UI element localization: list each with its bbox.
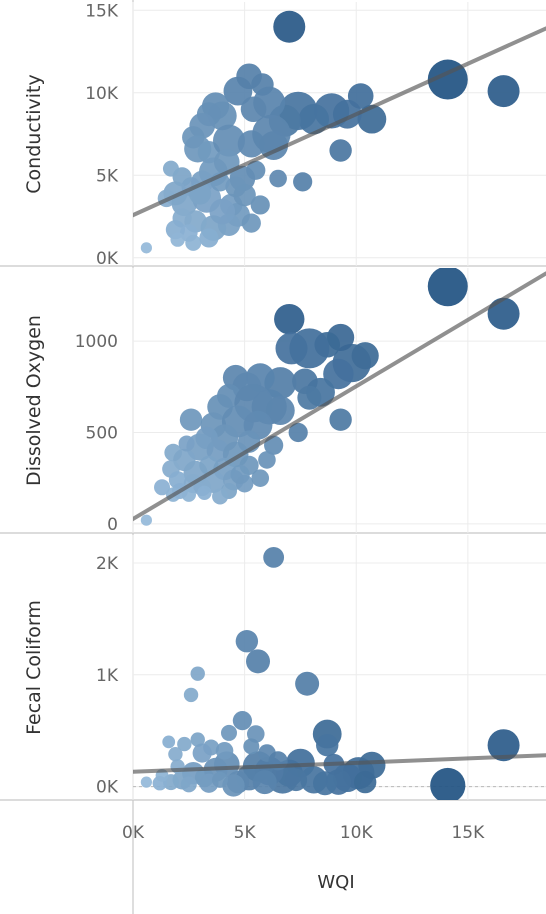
data-point bbox=[212, 124, 245, 157]
data-point bbox=[185, 234, 202, 251]
data-point bbox=[288, 422, 308, 443]
x-tick-label: 15K bbox=[451, 823, 485, 843]
points-layer bbox=[140, 10, 520, 800]
data-point bbox=[209, 198, 236, 225]
labels-layer: 0K 5K 10K 15K Conductivity 0 500 1000 Dissolved … bbox=[23, 1, 485, 843]
data-point bbox=[215, 742, 234, 760]
data-point bbox=[329, 408, 352, 431]
data-point bbox=[487, 297, 520, 330]
y-tick-label: 10K bbox=[85, 84, 119, 104]
trend-line bbox=[133, 271, 546, 522]
data-point bbox=[300, 766, 328, 794]
data-point bbox=[197, 485, 212, 500]
data-point bbox=[297, 385, 322, 410]
data-point bbox=[275, 332, 308, 365]
data-point bbox=[220, 724, 237, 741]
y-tick-label: 0K bbox=[96, 249, 119, 269]
trend-line bbox=[133, 753, 546, 774]
data-point bbox=[353, 770, 377, 794]
data-point bbox=[162, 160, 179, 177]
data-point bbox=[269, 169, 287, 188]
y-tick-label: 5K bbox=[96, 166, 119, 186]
data-point bbox=[230, 464, 250, 485]
data-point bbox=[427, 268, 468, 307]
data-point bbox=[212, 488, 229, 505]
data-point bbox=[162, 735, 176, 749]
data-point bbox=[284, 768, 308, 792]
data-point bbox=[177, 736, 192, 752]
data-point bbox=[192, 743, 212, 763]
panel-points bbox=[140, 10, 520, 254]
panel-points bbox=[140, 268, 520, 526]
y-axis-label: Fecal Coliform bbox=[23, 600, 45, 735]
x-axis-label: WQI bbox=[317, 872, 354, 893]
data-point bbox=[273, 10, 306, 43]
data-point bbox=[293, 172, 313, 192]
data-point bbox=[181, 487, 197, 502]
x-tick-label: 5K bbox=[234, 823, 257, 843]
data-point bbox=[199, 228, 219, 248]
y-tick-label: 15K bbox=[85, 1, 119, 21]
data-point bbox=[263, 546, 285, 568]
y-tick-label: 0 bbox=[107, 515, 118, 535]
y-tick-label: 2K bbox=[96, 554, 119, 574]
data-point bbox=[316, 734, 339, 757]
x-tick-label: 0K bbox=[122, 823, 145, 843]
data-point bbox=[329, 139, 352, 162]
y-axis-label: Dissolved Oxygen bbox=[23, 315, 45, 486]
data-point bbox=[252, 114, 291, 154]
data-point bbox=[252, 770, 277, 795]
data-point bbox=[179, 408, 203, 431]
y-tick-label: 0K bbox=[96, 778, 119, 798]
trend-line bbox=[133, 26, 546, 218]
data-point bbox=[168, 746, 183, 762]
y-tick-label: 500 bbox=[86, 423, 118, 443]
data-point bbox=[298, 103, 330, 135]
data-point bbox=[154, 479, 171, 496]
y-tick-label: 1K bbox=[96, 666, 119, 686]
panel-trend bbox=[133, 271, 546, 522]
data-point bbox=[323, 358, 354, 390]
x-tick-label: 10K bbox=[340, 823, 374, 843]
data-point bbox=[140, 242, 152, 254]
data-point bbox=[180, 776, 197, 793]
data-point bbox=[274, 303, 305, 335]
data-point bbox=[258, 451, 276, 469]
data-point bbox=[225, 176, 247, 198]
data-point bbox=[232, 711, 252, 731]
data-point bbox=[251, 469, 270, 487]
data-point bbox=[178, 435, 195, 452]
data-point bbox=[487, 75, 520, 108]
data-point bbox=[235, 630, 259, 653]
data-point bbox=[430, 767, 466, 800]
data-point bbox=[241, 213, 261, 233]
y-axis-label: Conductivity bbox=[23, 74, 45, 193]
data-point bbox=[250, 195, 270, 215]
data-point bbox=[246, 649, 271, 674]
data-point bbox=[265, 396, 295, 425]
y-tick-label: 1000 bbox=[75, 332, 118, 352]
data-point bbox=[183, 687, 199, 703]
panel-trend bbox=[133, 26, 546, 218]
data-point bbox=[190, 732, 205, 747]
data-point bbox=[295, 671, 320, 696]
data-point bbox=[240, 96, 267, 123]
data-point bbox=[246, 160, 266, 180]
data-point bbox=[243, 738, 260, 755]
data-point bbox=[212, 771, 229, 788]
trendlines-layer bbox=[133, 26, 546, 774]
data-point bbox=[190, 666, 205, 681]
data-point bbox=[140, 514, 152, 526]
data-point bbox=[487, 729, 520, 762]
panel-trend bbox=[133, 753, 546, 774]
data-point bbox=[140, 776, 152, 788]
data-point bbox=[170, 232, 185, 247]
